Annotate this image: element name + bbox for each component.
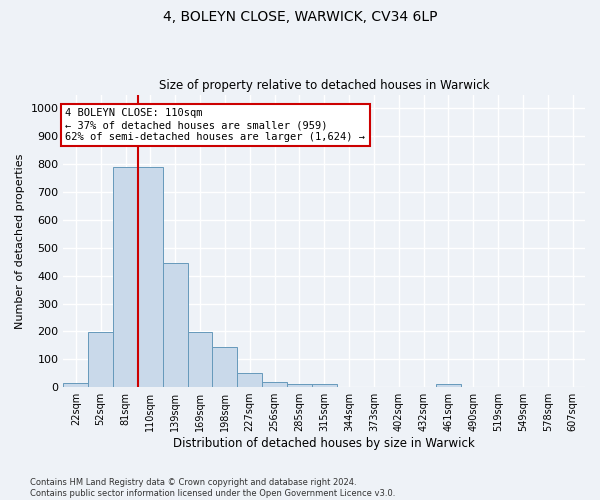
Bar [188, 332, 212, 387]
Y-axis label: Number of detached properties: Number of detached properties [15, 153, 25, 328]
Title: Size of property relative to detached houses in Warwick: Size of property relative to detached ho… [159, 79, 490, 92]
Bar [436, 384, 461, 387]
Text: 4 BOLEYN CLOSE: 110sqm
← 37% of detached houses are smaller (959)
62% of semi-de: 4 BOLEYN CLOSE: 110sqm ← 37% of detached… [65, 108, 365, 142]
Text: 4, BOLEYN CLOSE, WARWICK, CV34 6LP: 4, BOLEYN CLOSE, WARWICK, CV34 6LP [163, 10, 437, 24]
Bar [138, 167, 163, 387]
Bar [287, 384, 312, 387]
Bar [312, 384, 337, 387]
Bar [64, 383, 88, 387]
Bar [212, 347, 237, 387]
X-axis label: Distribution of detached houses by size in Warwick: Distribution of detached houses by size … [173, 437, 475, 450]
Bar [113, 167, 138, 387]
Bar [88, 332, 113, 387]
Bar [237, 374, 262, 387]
Bar [163, 262, 188, 387]
Text: Contains HM Land Registry data © Crown copyright and database right 2024.
Contai: Contains HM Land Registry data © Crown c… [30, 478, 395, 498]
Bar [262, 382, 287, 387]
